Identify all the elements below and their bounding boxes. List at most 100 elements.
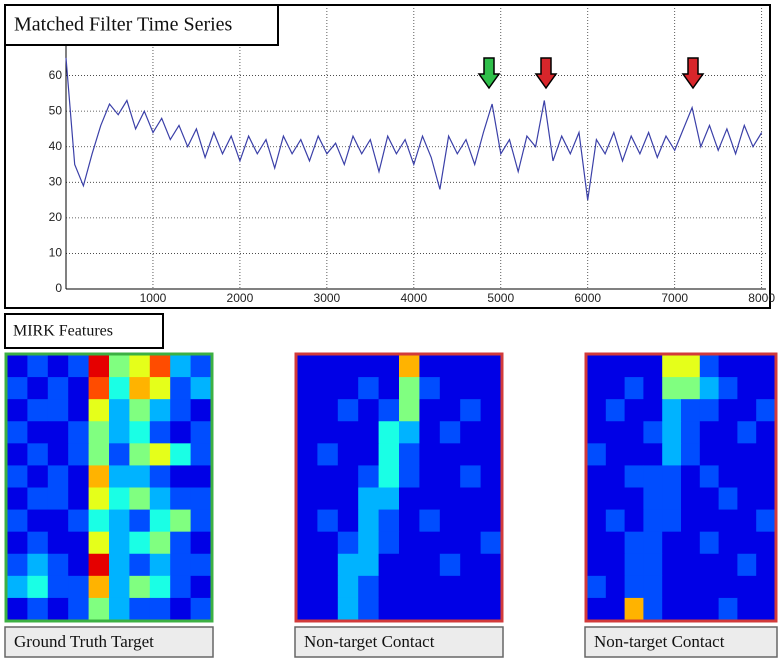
panel-caption: Non-target Contact bbox=[304, 632, 435, 651]
heatmap-cell bbox=[317, 399, 339, 422]
heatmap-cell bbox=[662, 421, 682, 444]
panel-caption: Non-target Contact bbox=[594, 632, 725, 651]
heatmap-cell bbox=[7, 421, 28, 444]
caption-box bbox=[294, 626, 504, 658]
heatmap-cell bbox=[643, 465, 663, 488]
heatmap-cell bbox=[718, 575, 738, 599]
heatmap-cell bbox=[88, 421, 110, 444]
heatmap-cell bbox=[587, 487, 607, 511]
heatmap-cell bbox=[699, 377, 720, 400]
heatmap-cell bbox=[460, 377, 482, 400]
heatmap-cell bbox=[47, 509, 69, 533]
heatmap-cell bbox=[699, 509, 720, 533]
heatmap-cell bbox=[68, 399, 90, 422]
heatmap-cell bbox=[170, 531, 192, 555]
heatmap-cell bbox=[643, 377, 663, 400]
heatmap-cell bbox=[756, 597, 776, 621]
heatmap-cell bbox=[460, 465, 482, 488]
heatmap-cell bbox=[27, 465, 49, 488]
heatmap-cell bbox=[587, 399, 607, 422]
heatmap-cell bbox=[149, 443, 171, 466]
heatmap-cell bbox=[419, 443, 441, 466]
y-tick-label: 30 bbox=[49, 174, 63, 188]
heatmap-cell bbox=[337, 553, 359, 577]
heatmap-cell bbox=[7, 597, 28, 621]
heatmap-cell bbox=[88, 509, 110, 533]
heatmap-cell bbox=[47, 421, 69, 444]
heatmap-cell bbox=[681, 355, 701, 378]
heatmap-cell bbox=[88, 575, 110, 599]
heatmap-cell bbox=[624, 377, 644, 400]
heatmap-cell bbox=[737, 575, 757, 599]
heatmap-cell bbox=[7, 487, 28, 511]
heatmap-cell bbox=[109, 355, 130, 378]
heatmap-cell bbox=[480, 355, 502, 378]
heatmap-cell bbox=[605, 597, 626, 621]
heatmap-cell bbox=[699, 443, 720, 466]
heatmap-cell bbox=[605, 465, 626, 488]
chart-title: Matched Filter Time Series bbox=[14, 14, 233, 36]
x-tick-label: 7000 bbox=[661, 291, 688, 305]
x-tick-label: 2000 bbox=[227, 291, 254, 305]
heatmap-cell bbox=[460, 509, 482, 533]
heatmap-cell bbox=[718, 399, 738, 422]
heatmap-cell bbox=[88, 399, 110, 422]
heatmap-cell bbox=[190, 487, 212, 511]
heatmap-cell bbox=[170, 553, 192, 577]
heatmap-cell bbox=[718, 421, 738, 444]
x-tick-label: 3000 bbox=[314, 291, 341, 305]
heatmap-cell bbox=[718, 465, 738, 488]
x-tick-label: 4000 bbox=[400, 291, 427, 305]
heatmap-cell bbox=[109, 597, 130, 621]
heatmap-cell bbox=[480, 597, 502, 621]
panel-border bbox=[4, 352, 214, 623]
heatmap-cell bbox=[129, 531, 151, 555]
heatmap-cell bbox=[297, 531, 318, 555]
heatmap-cell bbox=[419, 487, 441, 511]
heatmap-cell bbox=[378, 553, 400, 577]
heatmap-cell bbox=[419, 575, 441, 599]
heatmap-cell bbox=[624, 531, 644, 555]
heatmap-cell bbox=[190, 443, 212, 466]
heatmap-cell bbox=[439, 531, 461, 555]
heatmap-cell bbox=[149, 531, 171, 555]
heatmap-cell bbox=[681, 465, 701, 488]
heatmap-cell bbox=[68, 531, 90, 555]
heatmap-cell bbox=[643, 553, 663, 577]
heatmap-cell bbox=[624, 509, 644, 533]
heatmap-cell bbox=[129, 443, 151, 466]
heatmap-cell bbox=[439, 575, 461, 599]
heatmap-cell bbox=[190, 377, 212, 400]
heatmap-cell bbox=[399, 553, 420, 577]
heatmap-cell bbox=[399, 509, 420, 533]
heatmap-cell bbox=[439, 421, 461, 444]
heatmap-cell bbox=[699, 553, 720, 577]
heatmap-cell bbox=[68, 597, 90, 621]
heatmap-cell bbox=[681, 597, 701, 621]
heatmap-cell bbox=[170, 421, 192, 444]
panel-caption: Ground Truth Target bbox=[14, 632, 154, 651]
heatmap-cell bbox=[109, 575, 130, 599]
heatmap-cell bbox=[605, 487, 626, 511]
heatmap-cell bbox=[27, 509, 49, 533]
heatmap-cell bbox=[624, 597, 644, 621]
heatmap-cell bbox=[737, 465, 757, 488]
heatmap-cell bbox=[718, 355, 738, 378]
heatmap-cell bbox=[317, 355, 339, 378]
heatmap-cell bbox=[190, 531, 212, 555]
heatmap-cell bbox=[605, 421, 626, 444]
heatmap-cell bbox=[756, 355, 776, 378]
heatmap-cell bbox=[737, 421, 757, 444]
heatmap-cell bbox=[109, 531, 130, 555]
heatmap-cell bbox=[297, 399, 318, 422]
heatmap-cell bbox=[47, 465, 69, 488]
heatmap-cell bbox=[149, 399, 171, 422]
heatmap-cell bbox=[643, 355, 663, 378]
heatmap-cell bbox=[109, 443, 130, 466]
heatmap-cell bbox=[460, 399, 482, 422]
heatmap-cell bbox=[149, 575, 171, 599]
heatmap-cell bbox=[624, 575, 644, 599]
heatmap-cell bbox=[624, 443, 644, 466]
heatmap-cell bbox=[624, 421, 644, 444]
heatmap-cell bbox=[7, 531, 28, 555]
